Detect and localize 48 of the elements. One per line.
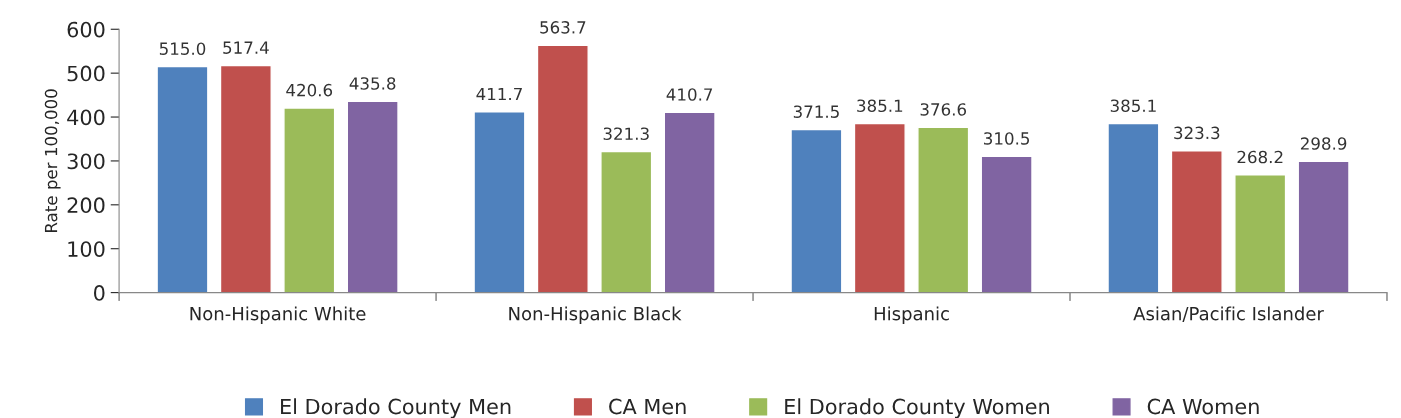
y-tick-label: 400 bbox=[67, 109, 105, 126]
bar bbox=[663, 111, 716, 293]
text: 310.5 bbox=[984, 132, 1030, 145]
text: 323.3 bbox=[1174, 126, 1220, 140]
text: 563.7 bbox=[540, 21, 586, 34]
text: 371.5 bbox=[793, 105, 839, 118]
text: 385.1 bbox=[1110, 99, 1156, 113]
bar bbox=[853, 122, 906, 293]
x-tick-label: Non-Hispanic White bbox=[190, 306, 366, 324]
text: 435.8 bbox=[349, 77, 396, 90]
x-tick-label: Hispanic bbox=[874, 306, 949, 324]
bar bbox=[536, 44, 589, 293]
text: 376.6 bbox=[920, 103, 967, 116]
y-tick-label: 500 bbox=[67, 65, 105, 82]
bar bbox=[790, 128, 843, 293]
bar bbox=[346, 100, 399, 293]
bar bbox=[980, 155, 1033, 293]
bar bbox=[1234, 174, 1287, 293]
bar bbox=[473, 111, 526, 293]
y-tick-label: 600 bbox=[67, 21, 105, 38]
text: 268.2 bbox=[1237, 150, 1283, 164]
bar bbox=[1170, 150, 1223, 293]
bar bbox=[1107, 122, 1160, 293]
y-tick-label: 300 bbox=[67, 153, 105, 170]
x-tick-label: Asian/Pacific Islander bbox=[1133, 306, 1324, 322]
bar bbox=[917, 126, 970, 293]
bar bbox=[156, 65, 209, 293]
y-axis-title: Rate per 100,000 bbox=[44, 89, 61, 232]
y-tick-label: 200 bbox=[67, 197, 105, 214]
text: 298.9 bbox=[1300, 137, 1347, 150]
bar bbox=[1297, 160, 1350, 293]
text: 420.6 bbox=[286, 83, 333, 97]
legend-label: CA Men bbox=[609, 398, 686, 415]
bar bbox=[219, 64, 272, 293]
text: 411.7 bbox=[476, 87, 522, 101]
text: 410.7 bbox=[666, 88, 713, 101]
legend-label: El Dorado County Women bbox=[785, 398, 1049, 418]
y-tick-label: 100 bbox=[68, 241, 105, 257]
text: 385.1 bbox=[857, 99, 903, 113]
text: 321.3 bbox=[603, 127, 649, 141]
y-tick-label: 0 bbox=[94, 285, 105, 301]
x-tick-label: Non-Hispanic Black bbox=[509, 306, 682, 324]
legend-label: El Dorado County Men bbox=[281, 398, 511, 418]
text: 515.0 bbox=[159, 42, 206, 55]
legend-label: CA Women bbox=[1147, 398, 1259, 415]
bar bbox=[600, 150, 653, 293]
text: 517.4 bbox=[223, 41, 269, 54]
bar bbox=[283, 107, 336, 293]
